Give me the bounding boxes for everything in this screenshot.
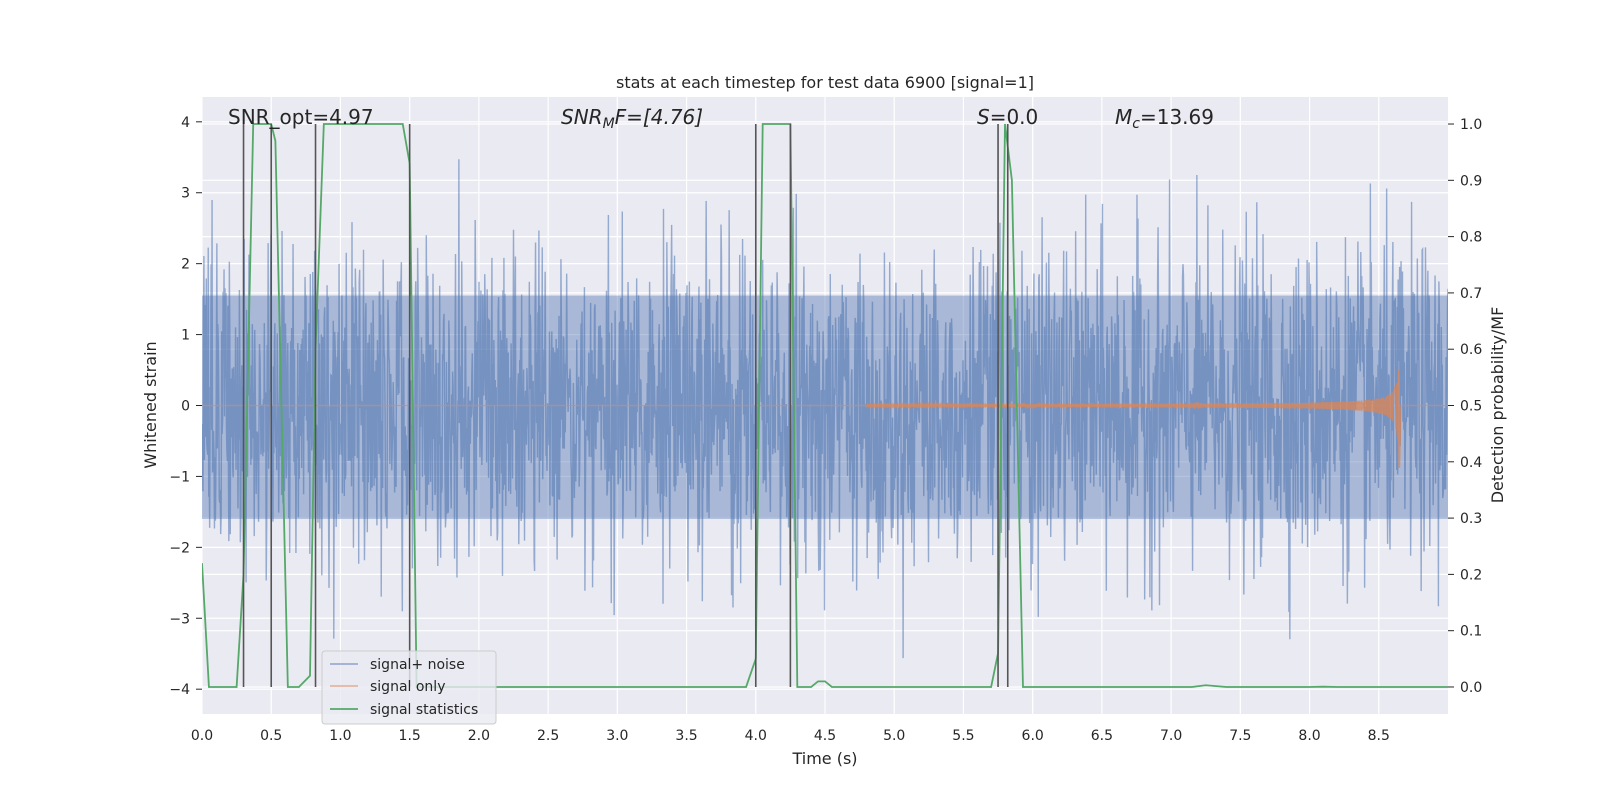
y-tick-label: 1 xyxy=(181,328,190,344)
y2-tick-label: 1.0 xyxy=(1460,117,1482,133)
y-tick-label: 4 xyxy=(181,115,190,131)
x-tick-label: 6.5 xyxy=(1091,728,1113,744)
x-tick-label: 8.0 xyxy=(1298,728,1320,744)
legend-label-signal: signal only xyxy=(370,679,445,695)
y2-tick-label: 0.7 xyxy=(1460,286,1482,302)
chart-title: stats at each timestep for test data 690… xyxy=(616,73,1034,92)
x-tick-label: 2.0 xyxy=(468,728,490,744)
y2-tick-label: 0.6 xyxy=(1460,342,1482,358)
legend-label-statistics: signal statistics xyxy=(370,702,478,718)
y2-tick-label: 0.2 xyxy=(1460,567,1482,583)
x-tick-label: 0.5 xyxy=(260,728,282,744)
legend-box xyxy=(321,650,497,725)
annotation-snr-mf: SNRMF=[4.76] xyxy=(561,105,703,132)
x-tick-label: 3.0 xyxy=(606,728,628,744)
legend-label-noise: signal+ noise xyxy=(370,657,465,673)
y2-tick-label: 0.5 xyxy=(1460,399,1482,415)
y-tick-label: −2 xyxy=(169,540,190,556)
x-tick-label: 4.0 xyxy=(745,728,767,744)
x-tick-label: 1.0 xyxy=(329,728,351,744)
y-tick-label: −4 xyxy=(169,682,190,698)
y-tick-label: −1 xyxy=(169,469,190,485)
series-layer xyxy=(202,123,1448,688)
y-tick-label: 0 xyxy=(181,399,190,415)
annotation-s: S=0.0 xyxy=(977,105,1038,129)
y-axis-label: Whitened strain xyxy=(141,341,160,468)
boundary-lines xyxy=(242,124,1009,687)
y2-tick-label: 0.9 xyxy=(1460,173,1482,189)
x-tick-label: 0.0 xyxy=(191,728,213,744)
y-axis-left: −4 −3 −2 −1 0 1 2 3 4 xyxy=(169,115,202,698)
x-tick-label: 1.5 xyxy=(399,728,421,744)
x-axis-label: Time (s) xyxy=(791,749,857,768)
y-tick-label: 3 xyxy=(181,186,190,202)
annotation-mc: Mc=13.69 xyxy=(1115,105,1214,132)
legend: signal+ noise signal only signal statist… xyxy=(321,650,497,725)
x-tick-label: 2.5 xyxy=(537,728,559,744)
y-tick-label: 2 xyxy=(181,257,190,273)
x-tick-label: 8.5 xyxy=(1368,728,1390,744)
y2-tick-label: 0.3 xyxy=(1460,511,1482,527)
y2-tick-label: 0.8 xyxy=(1460,230,1482,246)
x-tick-label: 6.0 xyxy=(1022,728,1044,744)
x-tick-label: 4.5 xyxy=(814,728,836,744)
y2-tick-label: 0.1 xyxy=(1460,624,1482,640)
x-tick-label: 5.5 xyxy=(952,728,974,744)
x-axis: 0.0 0.5 1.0 1.5 2.0 2.5 3.0 3.5 4.0 4.5 5.0 5.5 6.0 6… xyxy=(191,728,1390,744)
statistics-series xyxy=(202,123,1448,688)
x-tick-label: 3.5 xyxy=(675,728,697,744)
x-tick-label: 5.0 xyxy=(883,728,905,744)
y2-tick-label: 0.4 xyxy=(1460,455,1482,471)
y2-tick-label: 0.0 xyxy=(1460,680,1482,696)
y-tick-label: −3 xyxy=(169,611,190,627)
statistics-trace xyxy=(202,123,1448,688)
x-tick-label: 7.5 xyxy=(1229,728,1251,744)
chirp-trace xyxy=(202,369,1448,468)
y-axis-right: 0.0 0.1 0.2 0.3 0.4 0.5 0.6 0.7 0.8 0.9 1.0 xyxy=(1448,117,1482,696)
x-tick-label: 7.0 xyxy=(1160,728,1182,744)
chirp-series xyxy=(202,369,1448,468)
annotation-snr-opt: SNR_opt=4.97 xyxy=(228,105,374,129)
y2-axis-label: Detection probability/MF xyxy=(1488,307,1507,504)
